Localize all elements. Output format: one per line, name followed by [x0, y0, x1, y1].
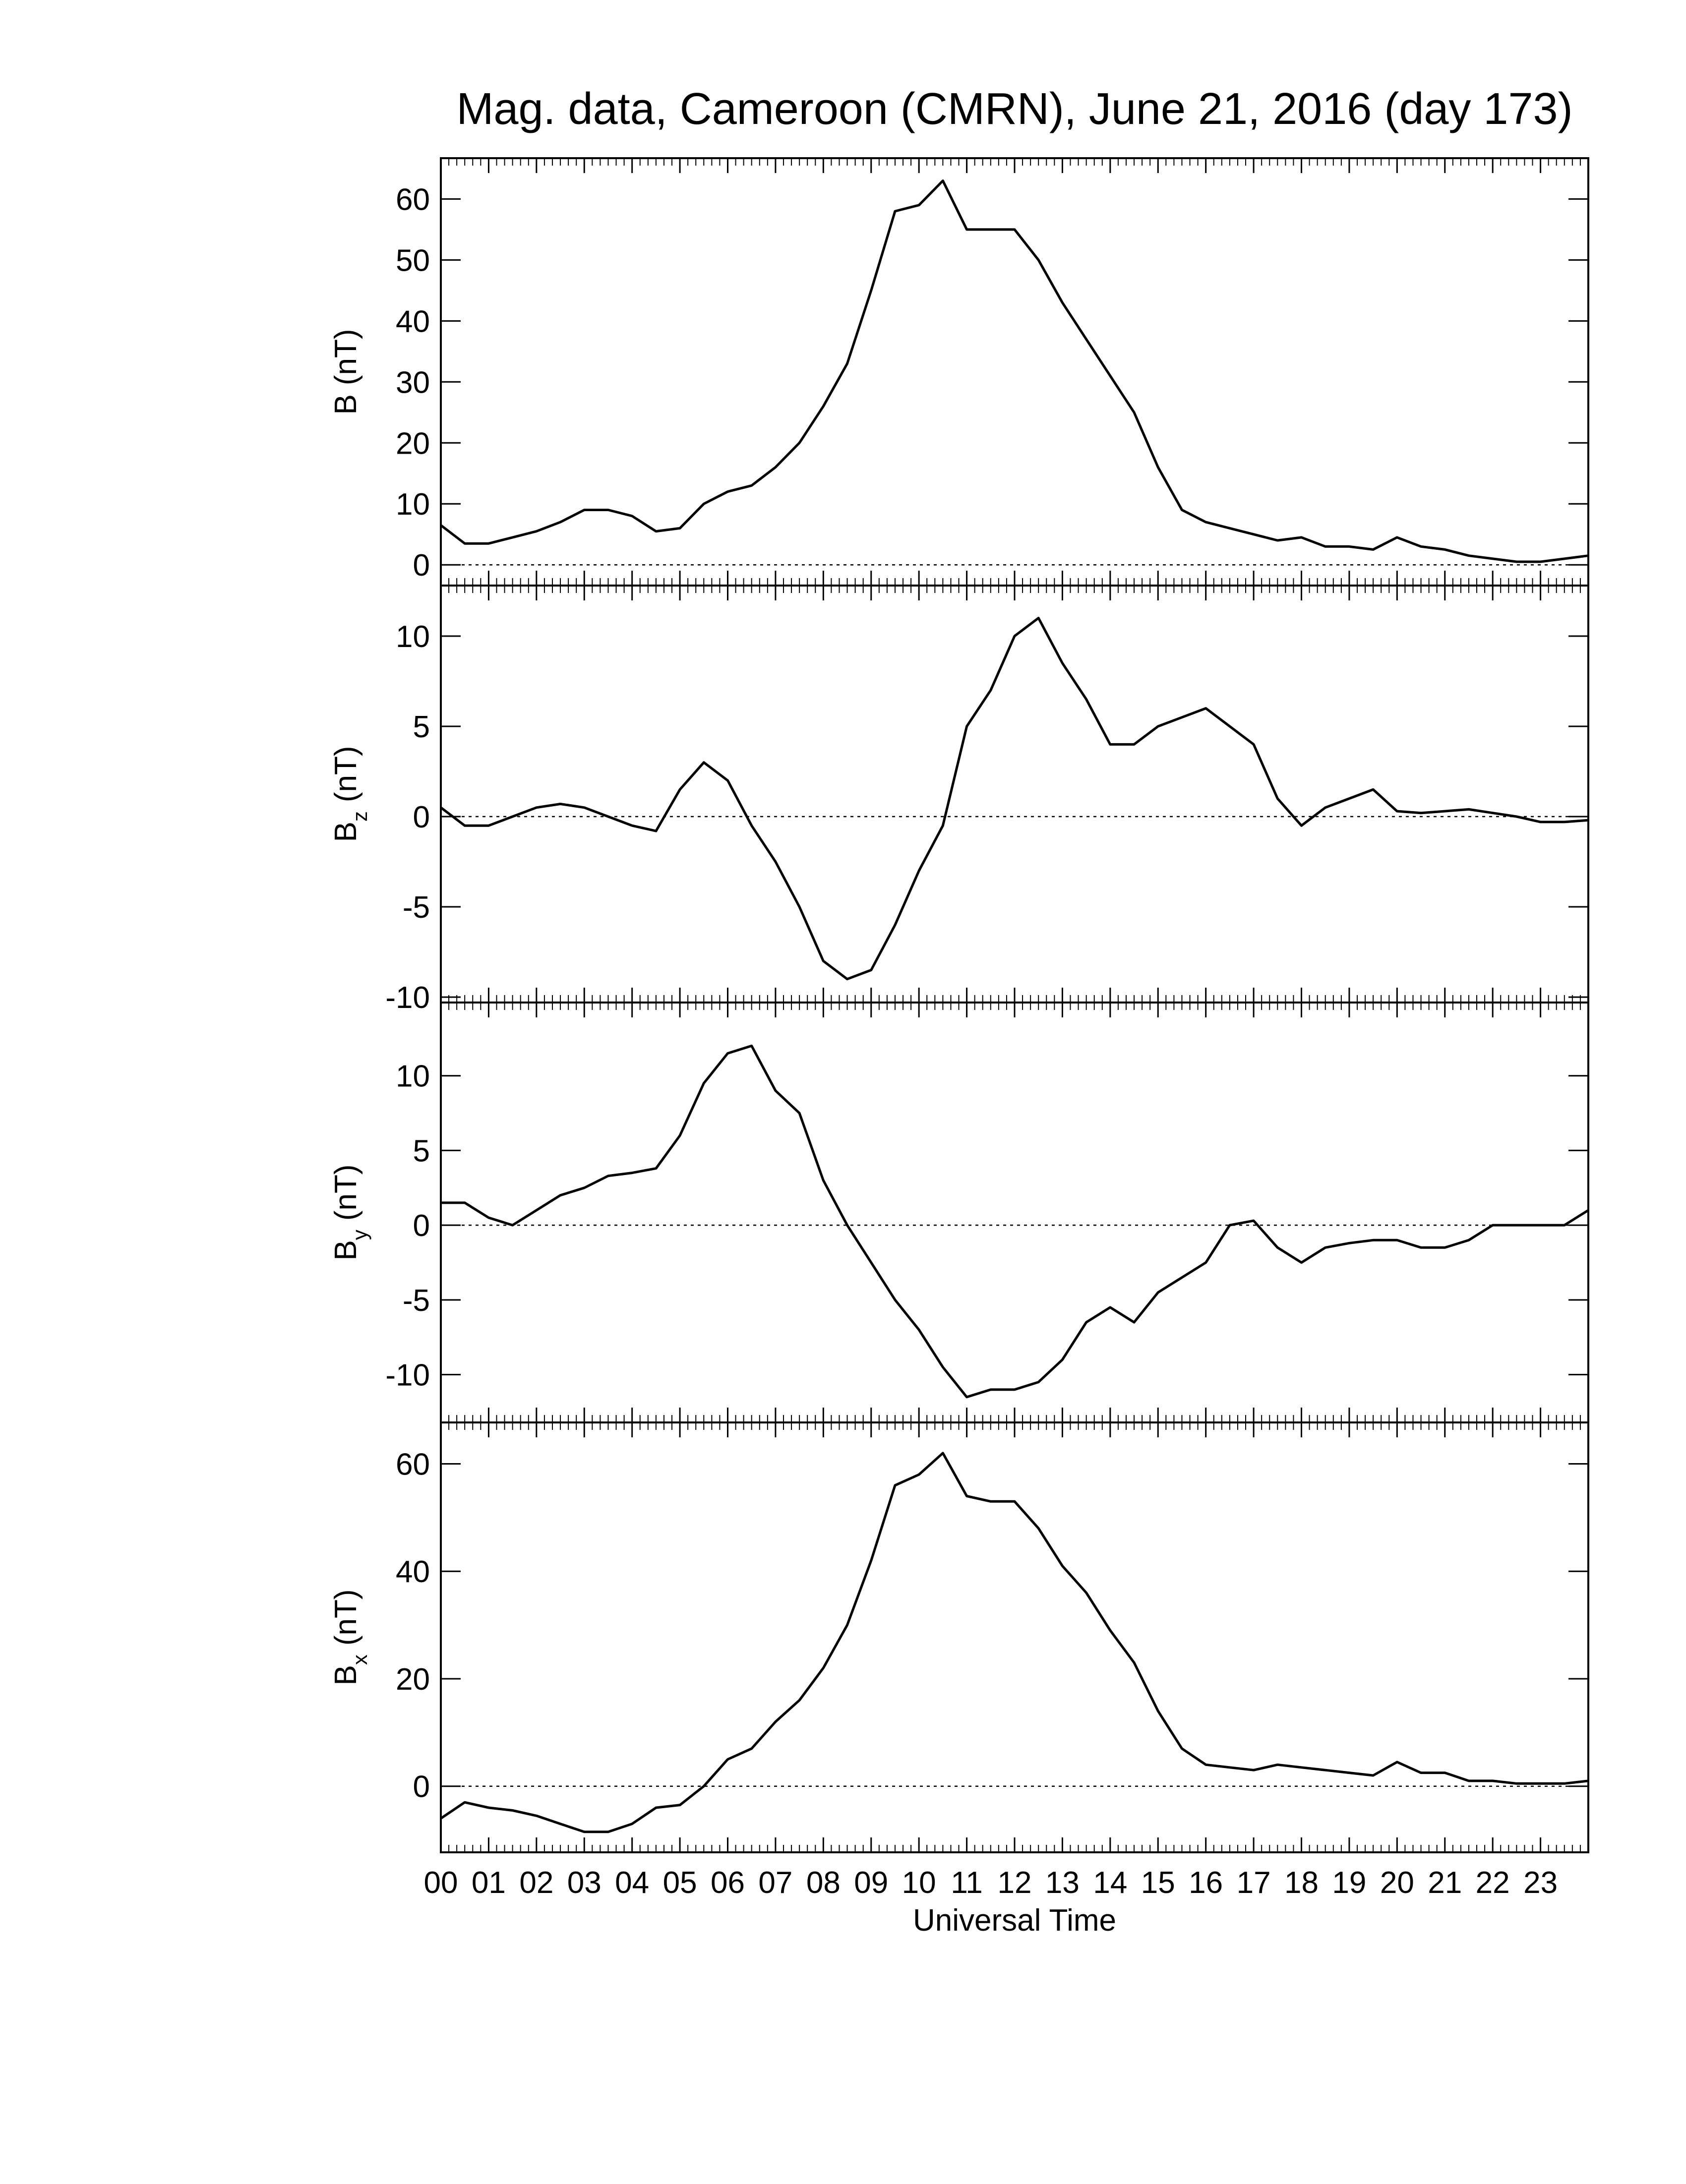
x-tick-label: 18 — [1284, 1866, 1319, 1900]
y-tick-label: 40 — [396, 304, 430, 339]
y-tick-label: 0 — [413, 1770, 430, 1804]
x-tick-label: 05 — [663, 1866, 697, 1900]
x-tick-label: 09 — [854, 1866, 888, 1900]
x-tick-label: 10 — [902, 1866, 936, 1900]
x-tick-label: 01 — [472, 1866, 506, 1900]
y-tick-label: -5 — [403, 1284, 430, 1318]
y-tick-label: 0 — [413, 1209, 430, 1243]
x-tick-label: 19 — [1332, 1866, 1366, 1900]
y-tick-label: 20 — [396, 426, 430, 461]
x-tick-label: 14 — [1093, 1866, 1127, 1900]
y-axis-label: Bx (nT) — [329, 1589, 371, 1685]
y-label-symbol: B — [329, 822, 363, 842]
y-label-unit: (nT) — [329, 1589, 363, 1646]
y-label-symbol: B — [329, 1665, 363, 1685]
y-tick-label: 50 — [396, 243, 430, 278]
y-axis-label: Bz (nT) — [329, 746, 371, 842]
y-tick-label: 10 — [396, 487, 430, 522]
y-tick-label: 30 — [396, 365, 430, 400]
y-tick-label: 5 — [413, 1134, 430, 1168]
x-tick-label: 00 — [424, 1866, 458, 1900]
y-label-unit: (nT) — [329, 329, 363, 385]
y-tick-label: 60 — [396, 1447, 430, 1481]
y-axis-label: By (nT) — [329, 1164, 371, 1260]
y-label-symbol: B — [329, 394, 363, 414]
plot-frame — [440, 1002, 1589, 1423]
x-tick-label: 02 — [519, 1866, 553, 1900]
y-label-subscript: x — [348, 1654, 371, 1665]
x-tick-label: 22 — [1476, 1866, 1510, 1900]
x-tick-label: 17 — [1237, 1866, 1271, 1900]
plot-frame — [440, 1421, 1589, 1853]
x-axis-label: Universal Time — [913, 1903, 1116, 1938]
x-tick-label: 11 — [951, 1866, 982, 1900]
y-tick-label: 5 — [413, 710, 430, 744]
x-tick-label: 03 — [567, 1866, 602, 1900]
x-tick-label: 21 — [1428, 1866, 1462, 1900]
y-label-unit: (nT) — [329, 1164, 363, 1221]
y-tick-label: 10 — [396, 620, 430, 654]
data-line — [440, 179, 1589, 563]
y-tick-label: 40 — [396, 1555, 430, 1589]
y-tick-label: 0 — [413, 548, 430, 583]
x-tick-label: 23 — [1523, 1866, 1558, 1900]
y-label-unit: (nT) — [329, 746, 363, 802]
plot-frame — [440, 585, 1589, 1003]
data-line — [441, 1044, 1589, 1399]
x-tick-label: 07 — [758, 1866, 792, 1900]
y-tick-label: -5 — [403, 890, 430, 925]
y-label-subscript: z — [348, 811, 371, 822]
y-label-symbol: B — [329, 1240, 363, 1260]
data-line — [440, 1452, 1589, 1833]
y-tick-label: -10 — [385, 981, 430, 1015]
x-tick-label: 20 — [1380, 1866, 1414, 1900]
y-tick-label: 20 — [396, 1662, 430, 1697]
x-tick-label: 13 — [1045, 1866, 1080, 1900]
plot-frame — [440, 157, 1589, 587]
y-tick-label: 10 — [396, 1060, 430, 1094]
x-tick-label: 16 — [1189, 1866, 1223, 1900]
y-tick-label: 60 — [396, 182, 430, 217]
x-tick-label: 04 — [615, 1866, 649, 1900]
chart-title: Mag. data, Cameroon (CMRN), June 21, 201… — [456, 84, 1572, 134]
y-tick-label: 0 — [413, 800, 430, 834]
x-tick-label: 06 — [711, 1866, 745, 1900]
y-label-subscript: y — [348, 1230, 371, 1240]
y-axis-label: B (nT) — [329, 329, 363, 414]
x-tick-label: 12 — [998, 1866, 1032, 1900]
data-line — [440, 617, 1589, 981]
y-tick-label: -10 — [385, 1358, 430, 1393]
x-tick-label: 15 — [1141, 1866, 1175, 1900]
x-tick-label: 08 — [806, 1866, 841, 1900]
